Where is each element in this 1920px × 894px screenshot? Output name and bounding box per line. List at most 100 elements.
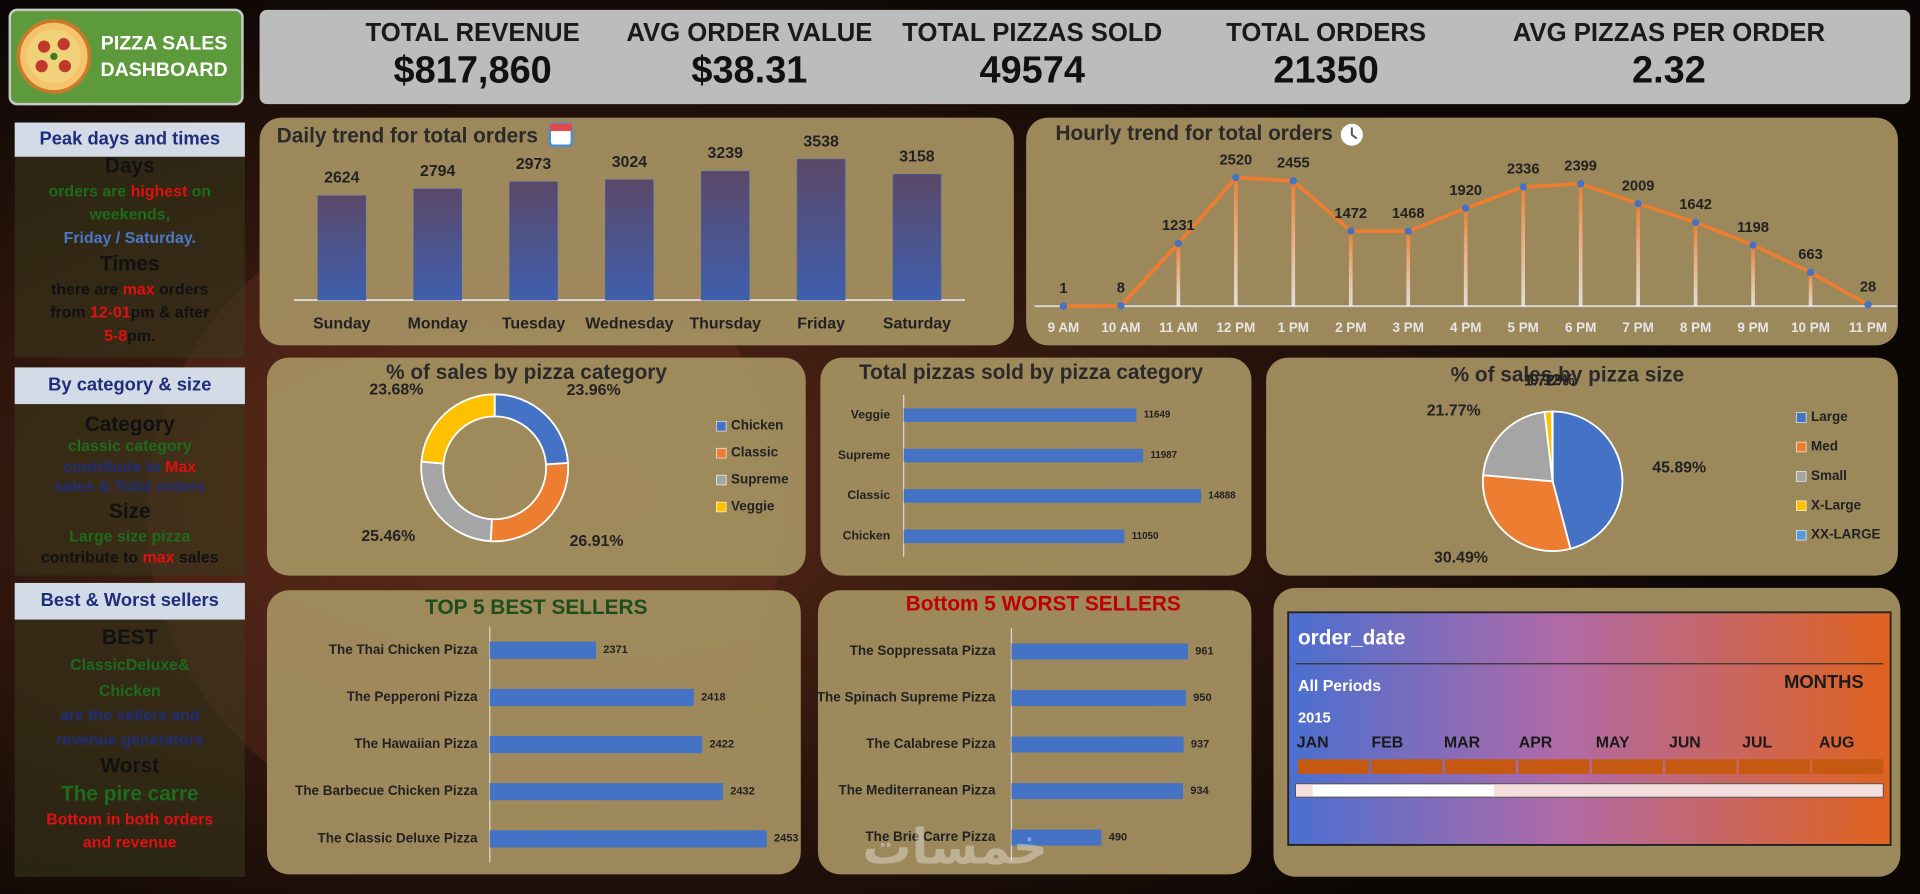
note-text: BEST	[102, 626, 158, 649]
chart-panel	[266, 357, 806, 576]
data-label: 2624	[324, 170, 360, 187]
point	[1347, 227, 1355, 235]
slicer-month-cell[interactable]	[1518, 759, 1590, 774]
watermark: خمسات	[862, 818, 1048, 875]
legend-swatch	[716, 420, 727, 432]
data-label: 1468	[1392, 206, 1425, 222]
note-line: are the sellers and	[60, 708, 200, 725]
x-tick-label: Saturday	[883, 316, 951, 333]
bar	[489, 641, 596, 659]
data-label: 3024	[612, 154, 648, 171]
point	[1462, 204, 1470, 212]
note-text: sales & Total orders	[54, 479, 205, 496]
legend-label: X-Large	[1811, 497, 1862, 512]
note-line: Large size pizza	[69, 529, 190, 546]
y-tick-label: The Mediterranean Pizza	[839, 783, 997, 798]
note-header-box	[14, 582, 245, 620]
kpi-label: TOTAL ORDERS	[1226, 19, 1426, 47]
slicer-month-cell[interactable]	[1738, 759, 1810, 774]
slicer-month[interactable]: MAR	[1444, 735, 1481, 752]
point	[1174, 239, 1183, 248]
drop-line	[1291, 180, 1296, 307]
bar	[1011, 829, 1102, 846]
legend-label: Supreme	[731, 472, 789, 487]
slicer-level[interactable]: MONTHS	[1784, 671, 1864, 692]
bar	[892, 174, 942, 301]
kpi-label: TOTAL REVENUE	[366, 19, 580, 47]
slicer-month[interactable]: JUN	[1669, 735, 1701, 752]
legend-swatch	[716, 447, 727, 459]
point	[1404, 227, 1412, 235]
x-tick-label: 10 AM	[1101, 320, 1140, 335]
slice	[1482, 410, 1554, 483]
note-line: ClassicDeluxe&	[70, 657, 189, 674]
drop-line	[1636, 203, 1640, 307]
slicer-month-cell[interactable]	[1591, 759, 1663, 774]
data-label: 45.89%	[1652, 460, 1706, 477]
point	[1806, 268, 1815, 277]
slicer-month-cell[interactable]	[1371, 759, 1443, 774]
y-tick-label: Classic	[847, 488, 890, 502]
y-tick-label: Chicken	[843, 529, 891, 543]
slicer-month[interactable]: FEB	[1371, 735, 1403, 752]
legend-swatch	[1796, 529, 1807, 541]
legend-label: Classic	[731, 445, 779, 460]
slice	[1481, 474, 1572, 552]
bar	[903, 529, 1125, 544]
bar	[489, 830, 767, 848]
note-text: classic category	[68, 438, 192, 455]
note-line: orders are highest on	[48, 184, 211, 201]
calendar-icon-top	[549, 123, 572, 132]
slice	[1551, 410, 1624, 550]
x-tick-label: 11 PM	[1849, 320, 1887, 335]
note-text: orders are	[48, 184, 130, 201]
slicer-month[interactable]: JUL	[1742, 735, 1772, 752]
x-tick-label: 2 PM	[1335, 320, 1366, 335]
drop-line	[1751, 245, 1755, 307]
note-line: Bottom in both orders	[46, 812, 213, 829]
slicer-month-cell[interactable]	[1812, 759, 1884, 774]
note-line: Times	[100, 252, 160, 275]
slicer-month[interactable]: JAN	[1297, 735, 1329, 752]
kpi-label: TOTAL PIZZAS SOLD	[902, 19, 1162, 47]
note-line: Size	[109, 499, 151, 522]
slicer-month[interactable]: APR	[1519, 735, 1553, 752]
kpi-label: AVG ORDER VALUE	[626, 19, 872, 47]
slicer-month-cell[interactable]	[1665, 759, 1737, 774]
data-label: 663	[1798, 247, 1823, 263]
legend-label: Med	[1811, 439, 1838, 454]
chart-title: Hourly trend for total orders	[1056, 122, 1333, 145]
slicer-month-cell[interactable]	[1297, 759, 1369, 774]
point	[1576, 180, 1585, 188]
legend-swatch	[716, 474, 727, 486]
note-text: orders	[155, 281, 209, 298]
slicer-month-cell[interactable]	[1444, 759, 1516, 774]
logo-title: PIZZA SALES	[101, 32, 228, 54]
note-text: Size	[109, 499, 151, 522]
slicer-month[interactable]: MAY	[1596, 735, 1630, 752]
bar	[605, 179, 654, 301]
x-tick-label: 6 PM	[1565, 320, 1596, 335]
note-line: there are max orders	[51, 281, 209, 298]
drop-line	[1693, 222, 1698, 307]
data-label: 0.12%	[1530, 372, 1575, 389]
point	[1634, 200, 1642, 208]
x-tick-label: Friday	[797, 316, 845, 333]
data-label: 23.68%	[369, 382, 423, 399]
data-label: 30.49%	[1434, 549, 1488, 566]
x-tick-label: Sunday	[313, 316, 371, 333]
bar	[903, 408, 1137, 422]
note-line: from 12-01pm & after	[50, 305, 209, 322]
bar	[413, 188, 462, 301]
drop-line	[1578, 183, 1583, 307]
data-label: 14888	[1208, 491, 1236, 502]
chart-panel	[1026, 117, 1898, 346]
slicer-scroll-thumb[interactable]	[1312, 784, 1494, 796]
note-text: Bottom in both orders	[46, 812, 213, 829]
note-text: Chicken	[99, 683, 161, 700]
slicer-month[interactable]: AUG	[1819, 735, 1854, 752]
note-text: Days	[105, 154, 155, 177]
data-label: 2432	[730, 786, 755, 798]
note-text: Max	[165, 459, 196, 476]
bar	[489, 688, 694, 706]
